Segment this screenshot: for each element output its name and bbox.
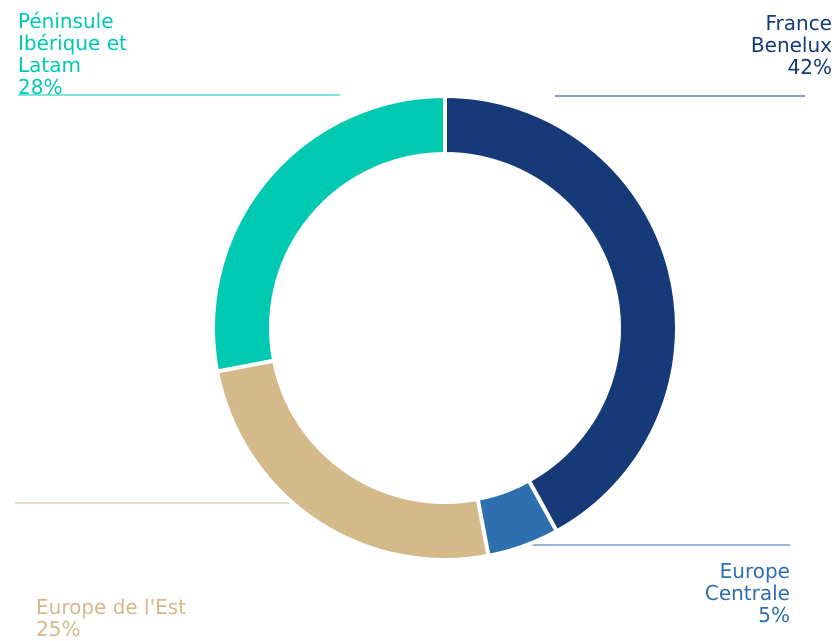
value-label: 25% bbox=[36, 617, 81, 641]
category-label: Péninsule Ibérique et Latam bbox=[18, 9, 127, 77]
value-label: 28% bbox=[18, 75, 63, 99]
donut-segment bbox=[214, 358, 491, 562]
label: Péninsule Ibérique et Latam 28% bbox=[18, 10, 168, 98]
label: Europe Centrale 5% bbox=[670, 560, 790, 626]
category-label: Europe Centrale bbox=[704, 559, 790, 605]
value-label: 42% bbox=[787, 55, 832, 79]
donut-segment bbox=[443, 93, 679, 535]
label: Europe de l'Est 25% bbox=[36, 596, 296, 640]
label: France Benelux 42% bbox=[712, 12, 832, 78]
category-label: France Benelux bbox=[750, 11, 832, 57]
value-label: 5% bbox=[758, 603, 790, 627]
category-label: Europe de l'Est bbox=[36, 595, 186, 619]
donut-segment bbox=[211, 93, 447, 374]
